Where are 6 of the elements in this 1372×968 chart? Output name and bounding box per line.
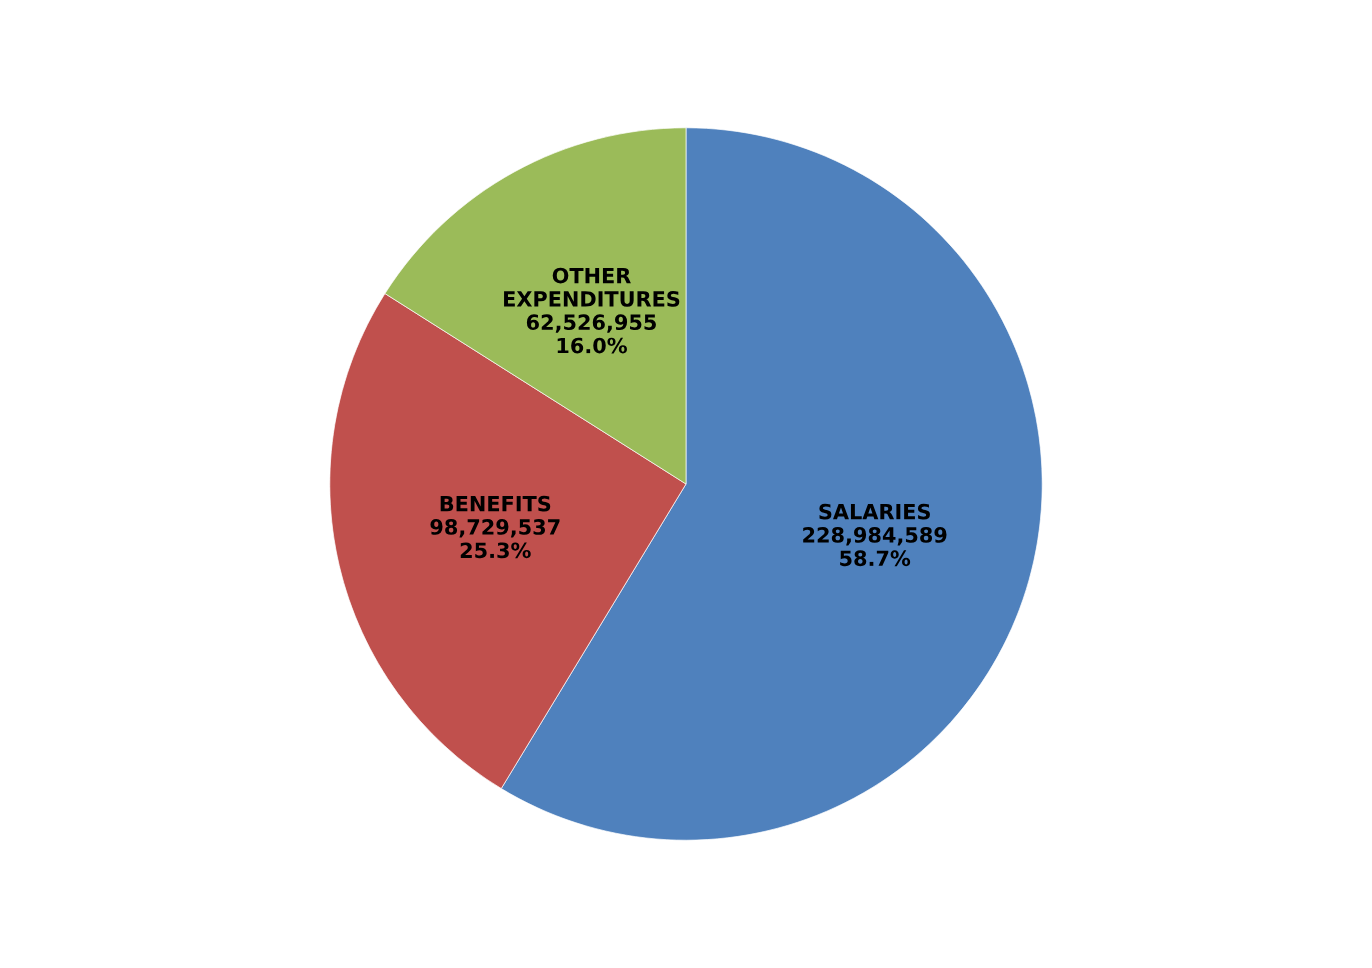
data-label: 228,984,589 58.7% (803, 527, 947, 567)
slice-label: OTHER EXPENDITURES (504, 267, 680, 307)
data-label: 98,729,537 25.3% (430, 519, 560, 559)
data-label: 62,526,955 16.0% (526, 314, 656, 354)
slice-label: BENEFITS (440, 495, 551, 512)
slice-label: SALARIES (819, 503, 930, 520)
